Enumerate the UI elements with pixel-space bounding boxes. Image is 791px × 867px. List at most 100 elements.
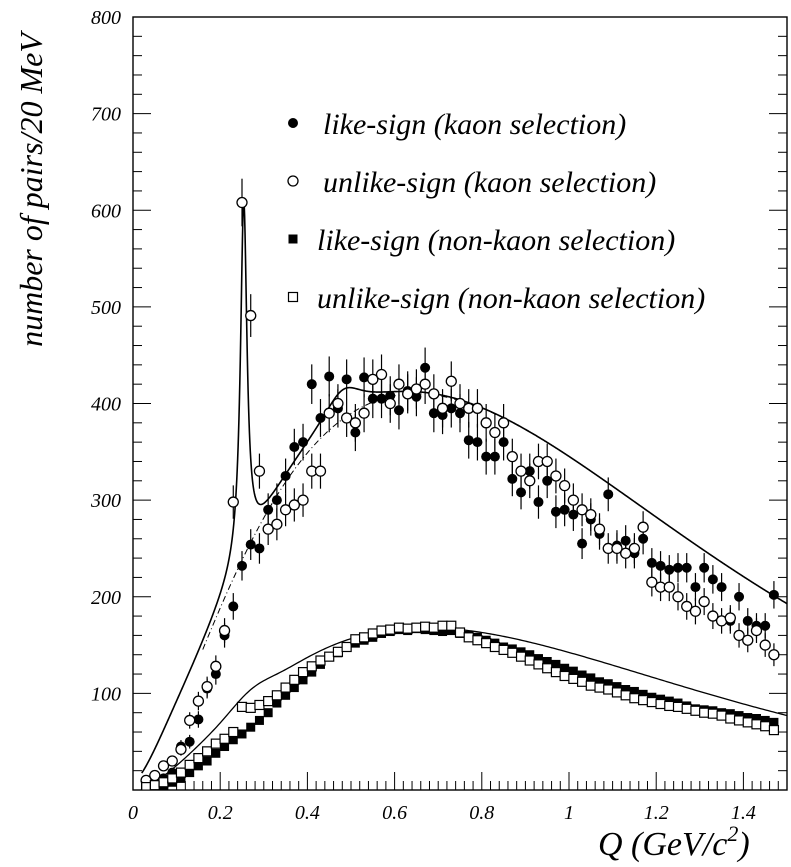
data-point [298,437,309,448]
data-point [393,405,404,416]
data-point [227,496,239,508]
legend-marker [287,175,299,187]
y-tick-label: 500 [91,297,121,319]
data-point [289,674,300,685]
data-point [428,622,439,633]
legend-label: like-sign (kaon selection) [323,108,626,141]
data-point [324,651,335,662]
data-point [541,455,553,468]
data-point [280,682,291,693]
data-point [193,714,204,725]
data-point [446,403,457,414]
data-point [507,647,518,658]
data-point [149,780,160,790]
x-tick-label: 1.2 [644,802,669,824]
x-axis-title-close: ) [736,826,749,863]
data-point [184,714,196,727]
data-point [769,717,779,727]
data-point [559,670,570,682]
data-point [768,724,780,736]
data-point [419,378,431,390]
data-point [577,538,588,549]
y-tick-label: 700 [91,104,121,126]
data-point [603,489,614,500]
data-point [498,437,509,448]
data-point [638,695,649,706]
data-point [707,708,718,719]
data-point [664,700,675,712]
data-point [236,196,248,209]
data-point [585,680,596,691]
data-point [594,682,605,693]
data-point [742,717,753,728]
data-point [558,479,571,492]
data-point [498,644,509,655]
data-point [246,722,256,732]
data-point [646,576,658,588]
data-point [201,680,213,693]
data-point [185,768,195,778]
data-point [219,733,230,744]
data-point [297,494,309,506]
data-point [471,402,484,414]
data-point [560,663,570,673]
data-point [551,659,561,669]
data-point [349,417,362,429]
data-point [211,748,221,758]
data-point [323,407,335,419]
data-point [332,646,344,657]
data-point [228,735,238,745]
x-tick-label: 0.6 [382,802,407,824]
data-point [567,494,580,506]
data-point [481,451,492,462]
data-point [411,622,422,633]
data-point [507,473,518,484]
data-point [298,675,308,685]
y-tick-label: 300 [90,490,121,512]
data-point [281,690,291,700]
data-point [184,759,195,770]
data-point [289,441,300,452]
data-point [263,504,274,515]
data-point [699,562,710,573]
data-point [681,703,692,714]
data-point [524,475,536,487]
data-point [272,698,282,708]
data-point [202,756,212,766]
data-point [436,402,449,414]
data-point [550,506,561,517]
data-point [402,623,413,634]
data-point [340,412,353,424]
data-point [497,417,510,429]
data-point [760,715,770,725]
legend-marker [288,118,298,128]
data-point [385,624,396,635]
data-point [193,753,204,764]
data-point [463,435,474,446]
data-point [192,695,205,707]
data-point [663,581,675,593]
data-point [280,470,291,481]
data-point [638,689,648,699]
data-point [698,595,710,608]
data-point [542,475,553,486]
data-point [376,393,387,404]
data-point [271,690,282,701]
data-point [733,629,745,642]
data-point [262,523,274,535]
data-point [515,465,527,477]
data-point [611,687,623,698]
data-point [359,372,370,383]
series-4 [140,620,780,790]
data-point [472,437,483,448]
data-point [586,673,596,683]
data-point [577,670,587,680]
data-point [542,663,553,674]
data-point [524,655,535,666]
data-point [202,746,213,757]
data-point [393,378,405,390]
data-point [393,622,405,633]
data-point [236,701,248,713]
data-point [621,685,631,695]
data-point [237,560,247,571]
